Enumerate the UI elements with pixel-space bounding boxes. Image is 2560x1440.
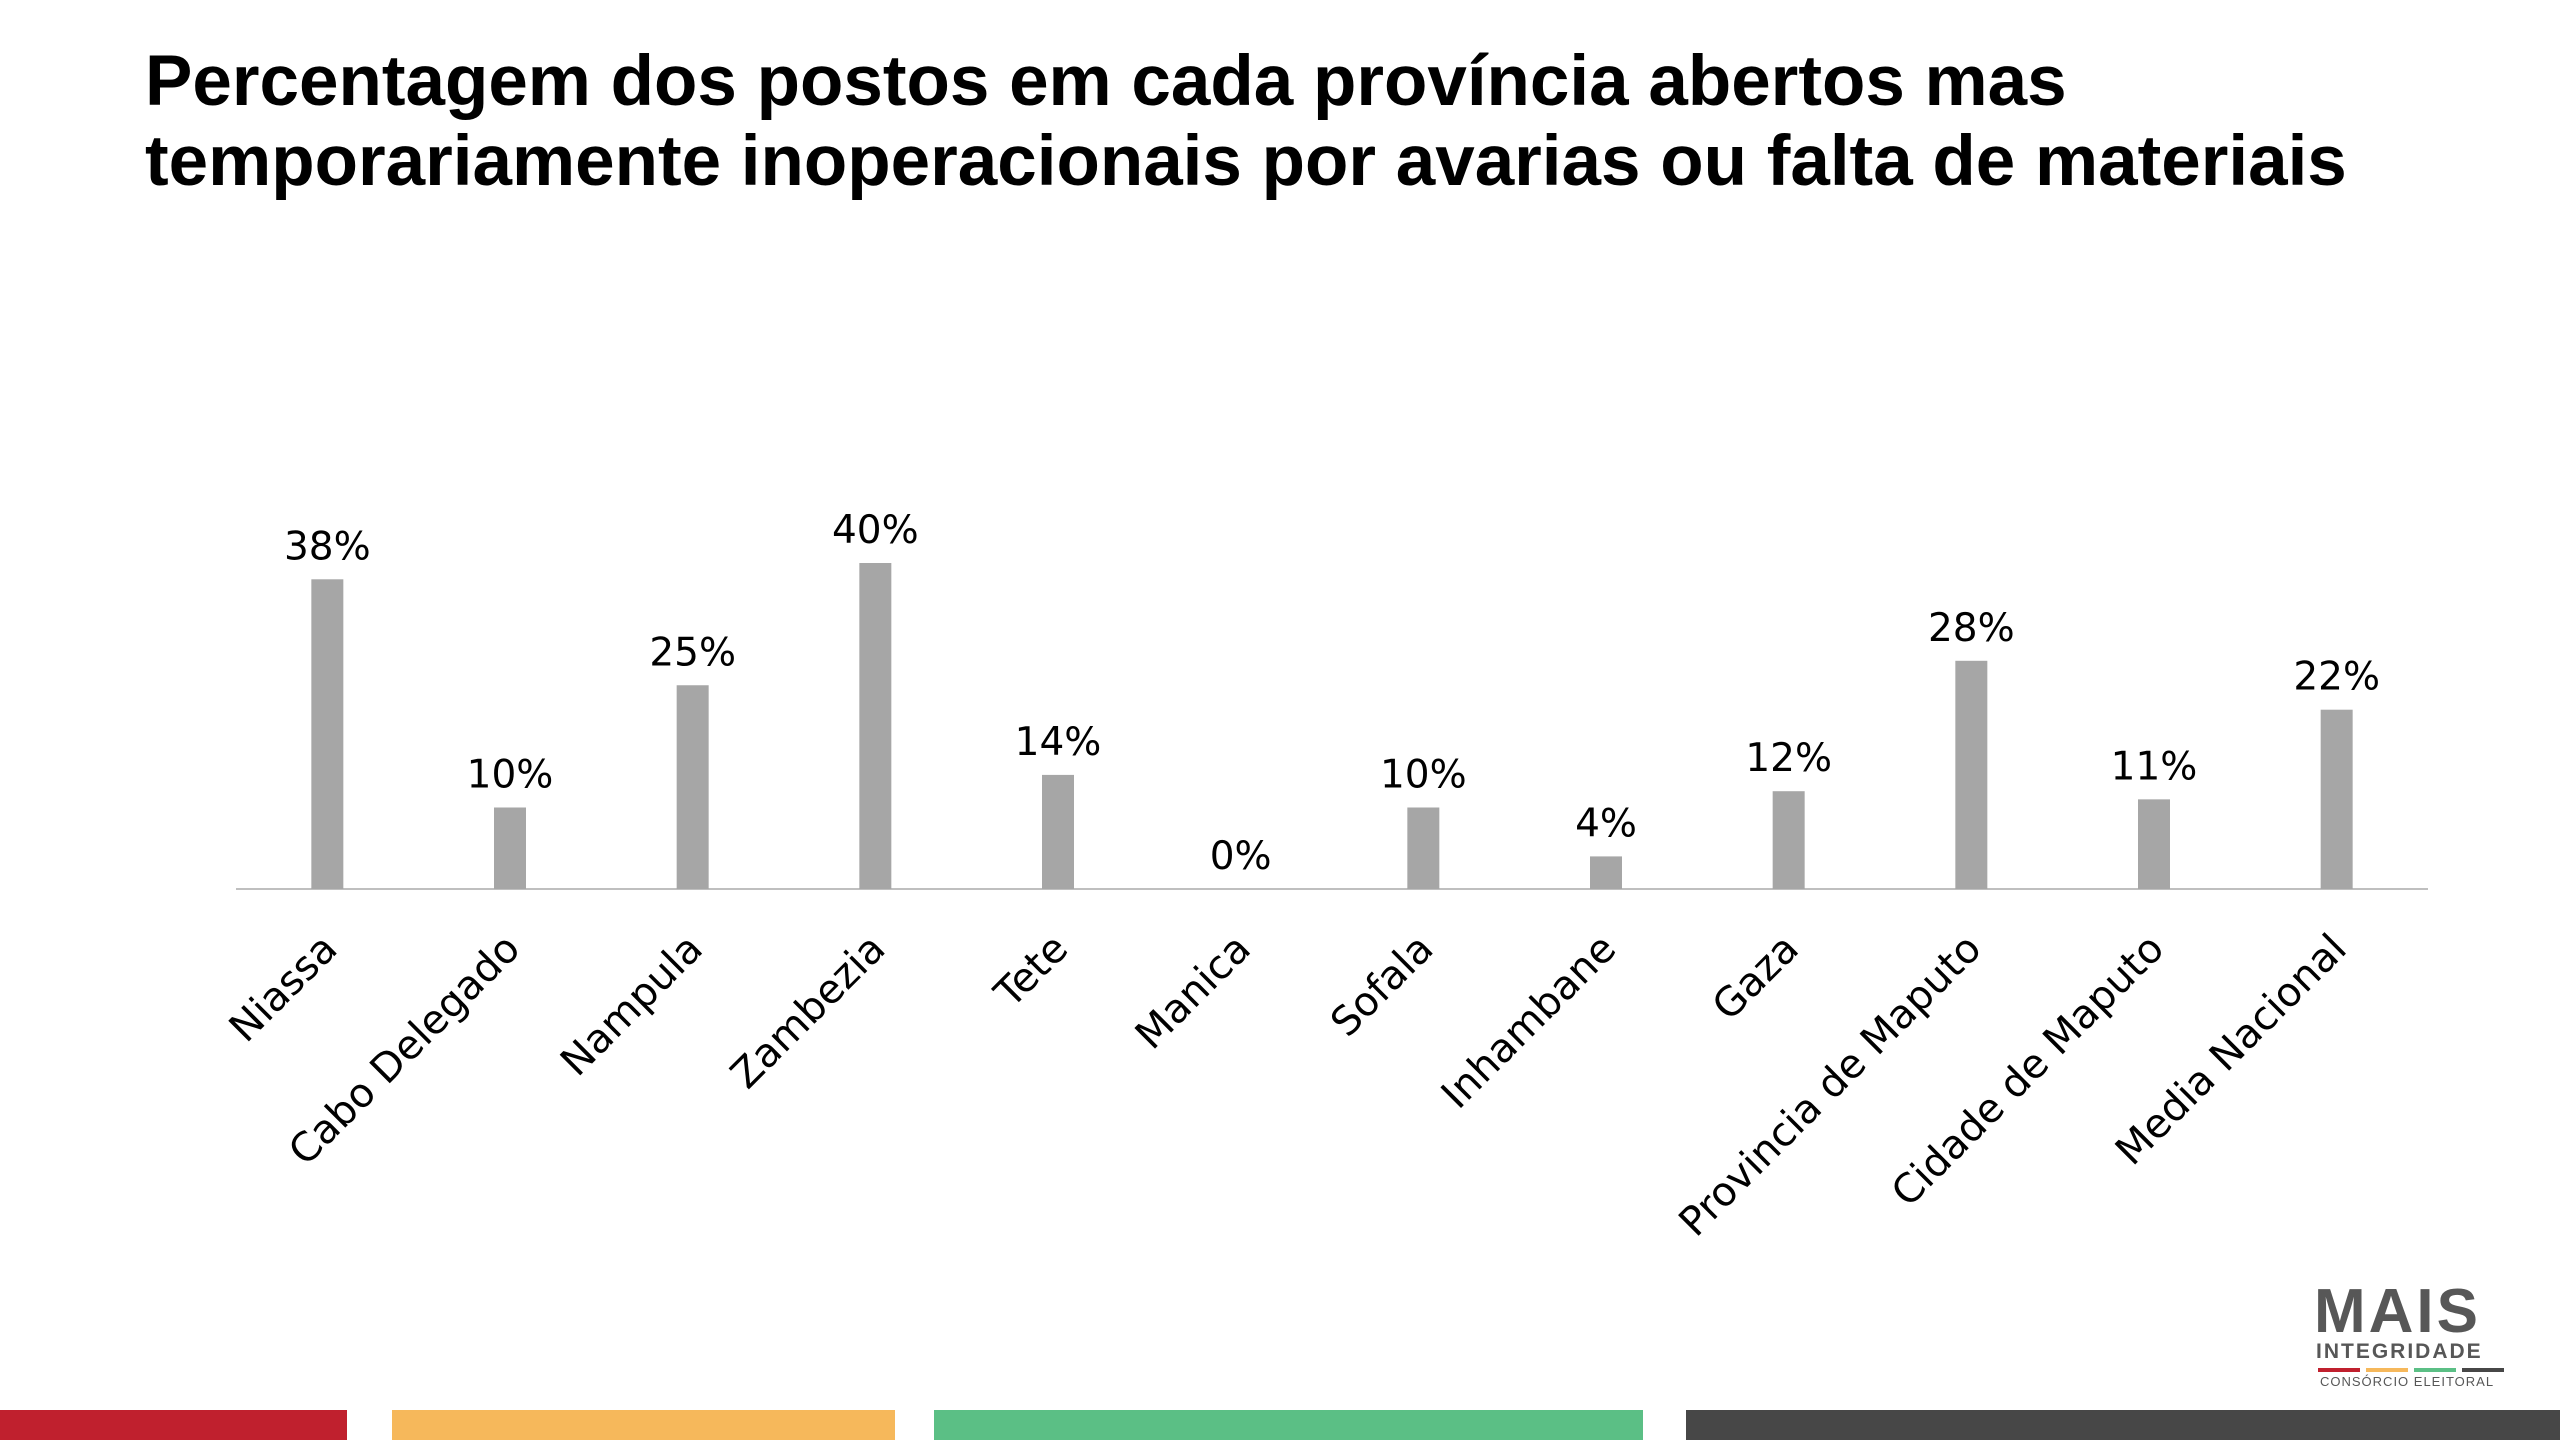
footer-bar-green xyxy=(934,1410,1643,1440)
category-label: Zambezia xyxy=(722,926,894,1098)
logo-stripe-yellow xyxy=(2366,1368,2408,1372)
logo-stripe-dark xyxy=(2462,1368,2504,1372)
category-label: Tete xyxy=(985,926,1077,1018)
data-label: 12% xyxy=(1745,736,1832,781)
bar-tete xyxy=(1042,774,1074,889)
bar-gaza xyxy=(1772,791,1805,889)
category-label: Provincia de Maputo xyxy=(1670,926,1990,1246)
chart-title-line-2: temporariamente inoperacionais por avari… xyxy=(145,122,2347,201)
bar-cabo-delegado xyxy=(494,807,526,889)
logo-stripe-red xyxy=(2318,1368,2360,1372)
mais-integridade-logo: MAIS INTEGRIDADE CONSÓRCIO ELEITORAL xyxy=(2300,1280,2520,1390)
category-label: Manica xyxy=(1127,926,1260,1059)
logo-color-stripes xyxy=(2318,1368,2504,1372)
logo-main-text: MAIS xyxy=(2314,1277,2481,1346)
logo-stripe-green xyxy=(2414,1368,2456,1372)
data-label: 11% xyxy=(2111,744,2198,789)
chart-title: Percentagem dos postos em cada província… xyxy=(145,42,2485,202)
footer-bar-dark xyxy=(1686,1410,2560,1440)
data-label: 10% xyxy=(467,753,554,798)
data-label: 22% xyxy=(2293,655,2380,700)
bar-media-nacional xyxy=(2320,709,2353,889)
category-label: Niassa xyxy=(221,926,347,1052)
category-label: Sofala xyxy=(1322,926,1442,1046)
bar-sofala xyxy=(1407,807,1440,889)
data-label: 25% xyxy=(649,630,736,675)
bar-provincia-de-maputo xyxy=(1955,660,1988,889)
data-label: 10% xyxy=(1380,753,1467,798)
bar-niassa xyxy=(311,579,344,889)
data-label: 14% xyxy=(1015,720,1102,765)
data-label: 40% xyxy=(832,508,919,553)
category-label: Inhambane xyxy=(1433,926,1625,1118)
footer-bar-red xyxy=(0,1410,347,1440)
chart-title-line-1: Percentagem dos postos em cada província… xyxy=(145,42,2067,121)
bar-cidade-de-maputo xyxy=(2138,799,2170,889)
data-label: 28% xyxy=(1928,606,2015,651)
bar-inhambane xyxy=(1590,856,1622,889)
data-label: 38% xyxy=(284,524,371,569)
category-label: Nampula xyxy=(552,926,712,1086)
logo-sub-text: INTEGRIDADE xyxy=(2316,1340,2483,1363)
footer-bar-yellow xyxy=(392,1410,895,1440)
logo-tagline: CONSÓRCIO ELEITORAL xyxy=(2320,1374,2495,1389)
data-label: 4% xyxy=(1575,801,1637,846)
category-label: Gaza xyxy=(1704,926,1808,1030)
bar-nampula xyxy=(676,685,709,889)
data-label: 0% xyxy=(1210,834,1272,879)
bar-zambezia xyxy=(859,563,892,889)
